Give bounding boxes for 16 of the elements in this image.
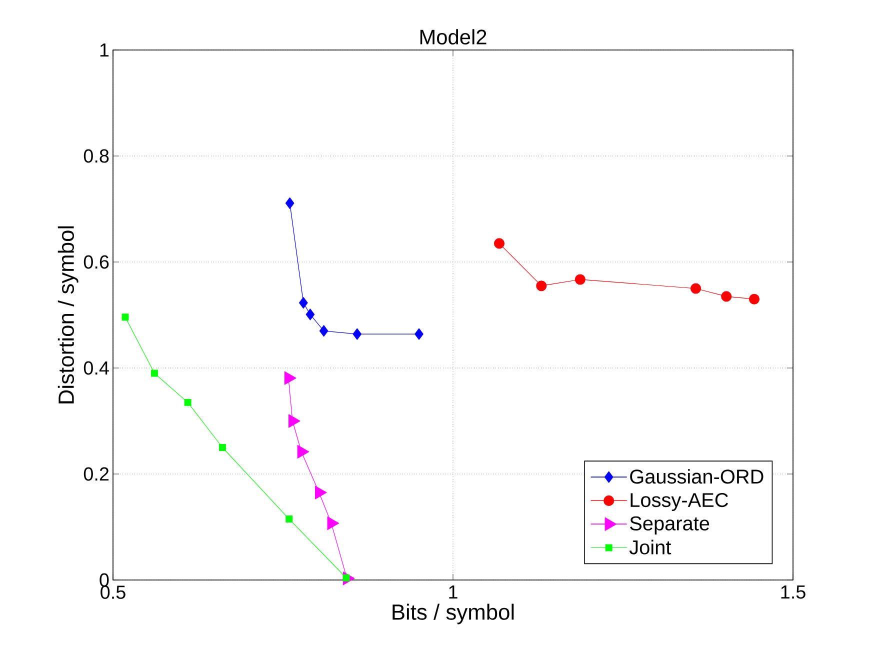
x-tick-label: 0.5 xyxy=(100,586,126,599)
chart-title: Model2 xyxy=(420,29,486,44)
y-tick-label: 0.2 xyxy=(84,467,109,481)
y-tick-label: 0.6 xyxy=(84,255,109,269)
legend-label: Joint xyxy=(629,540,672,554)
legend-label: Separate xyxy=(630,516,710,534)
x-axis-title: Bits / symbol xyxy=(392,604,514,624)
y-tick-label: 0 xyxy=(100,573,109,587)
x-tick-label: 1 xyxy=(449,586,458,599)
x-tick-label: 1.5 xyxy=(781,586,806,599)
legend-label: Gaussian-ORD xyxy=(630,469,764,484)
y-tick-label: 0.4 xyxy=(84,361,109,375)
y-tick-label: 0.8 xyxy=(84,149,109,163)
legend-label: Lossy-AEC xyxy=(630,493,728,512)
y-tick-label: 1 xyxy=(100,43,109,57)
y-axis-title: Distortion / symbol xyxy=(58,226,78,404)
